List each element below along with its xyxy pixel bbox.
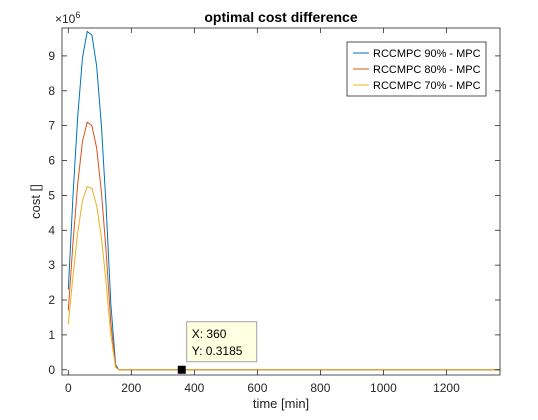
y-tick-label: 6 — [48, 154, 55, 168]
y-tick-label: 2 — [48, 293, 55, 307]
data-tip-marker[interactable] — [177, 365, 186, 374]
legend[interactable]: RCCMPC 90% - MPC RCCMPC 80% - MPC RCCMPC 7… — [346, 41, 487, 97]
tick-layer: 0 200 400 600 800 1000 1200 0 1 2 3 4 5 6 7 8 9 — [48, 28, 500, 395]
y-axis-label: cost [] — [28, 184, 43, 219]
x-tick-label: 1200 — [433, 381, 460, 395]
y-tick-label: 0 — [48, 363, 55, 377]
exponent-power: 6 — [75, 10, 80, 20]
x-axis-label: time [min] — [253, 396, 309, 411]
legend-box — [346, 41, 487, 97]
x-tick-label: 0 — [65, 381, 72, 395]
y-tick-label: 7 — [48, 119, 55, 133]
x-tick-label: 200 — [121, 381, 141, 395]
data-tip[interactable]: X: 360 Y: 0.3185 — [177, 321, 258, 374]
data-tip-y: Y: 0.3185 — [192, 344, 243, 358]
y-tick-label: 8 — [48, 84, 55, 98]
exponent-base: ×10 — [55, 12, 76, 26]
series-layer — [67, 30, 500, 371]
legend-label-3: RCCMPC 70% - MPC — [373, 80, 481, 92]
x-tick-label: 1000 — [370, 381, 397, 395]
legend-label-1: RCCMPC 90% - MPC — [373, 48, 481, 60]
y-axis-exponent: ×106 — [55, 10, 80, 26]
y-tick-label: 1 — [48, 328, 55, 342]
y-tick-label: 3 — [48, 258, 55, 272]
y-tick-label: 9 — [48, 49, 55, 63]
axes-box — [61, 27, 501, 376]
x-tick-label: 600 — [247, 381, 267, 395]
y-tick-label: 5 — [48, 188, 55, 202]
series-line-3 — [67, 186, 500, 371]
data-tip-x: X: 360 — [192, 327, 227, 341]
x-tick-label: 400 — [184, 381, 204, 395]
y-tick-label: 4 — [48, 223, 55, 237]
data-tip-box — [186, 321, 258, 363]
legend-label-2: RCCMPC 80% - MPC — [373, 64, 481, 76]
x-tick-label: 800 — [310, 381, 330, 395]
chart-title: optimal cost difference — [204, 9, 357, 25]
